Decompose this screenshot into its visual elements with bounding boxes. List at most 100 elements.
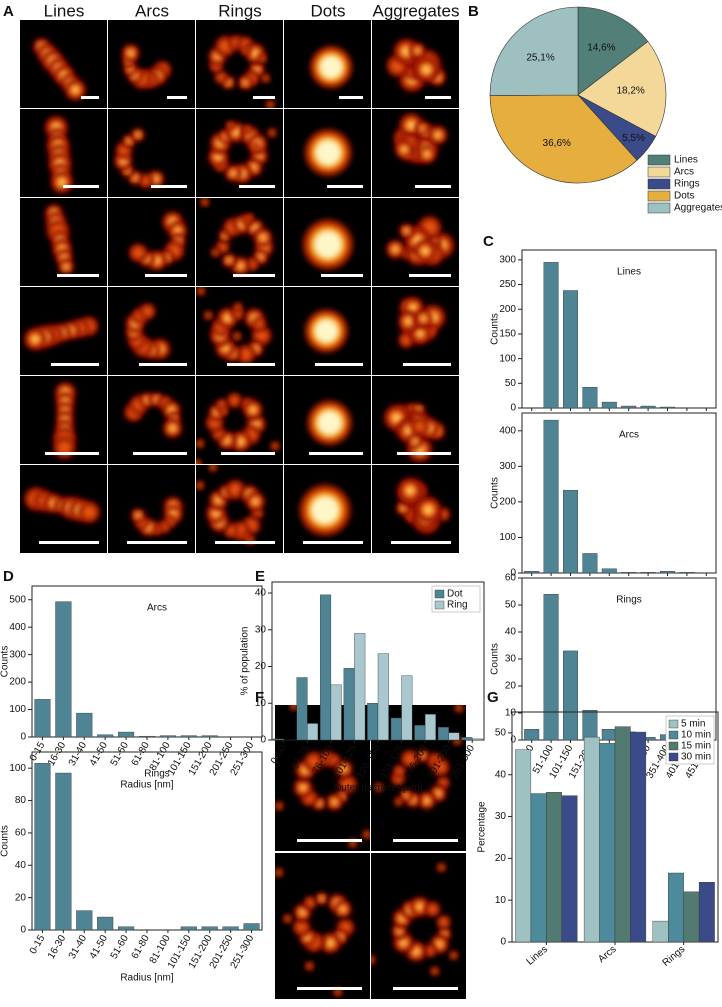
scale-bar [425,96,451,99]
scale-bar [45,452,99,455]
y-tick-label: 20 [495,853,507,864]
bar [118,926,135,931]
signal [63,263,69,270]
signal [201,198,208,205]
pie-slice [489,6,579,96]
y-tick-label: 250 [499,279,516,290]
bar [118,731,135,738]
tile-background [196,20,283,108]
scale-bar [393,987,458,990]
y-tick-label: 0 [20,925,26,936]
bar [448,732,460,741]
y-tick-label: 0 [510,735,516,746]
signal [410,797,416,803]
y-tick-label: 100 [9,763,26,774]
panel-label: B [468,3,479,20]
signal [416,903,424,911]
column-header: Aggregates [373,1,460,20]
signal [56,440,72,456]
signal [210,465,217,471]
y-tick-label: 300 [499,461,516,472]
y-tick-label: 40 [15,860,27,871]
signal [416,329,424,338]
signal [305,898,315,908]
signal [196,460,201,464]
signal [220,408,227,415]
signal [140,175,151,186]
x-tick-label: Arcs [596,944,618,965]
scale-bar [297,987,362,990]
bar [524,729,540,741]
image-tile [20,287,107,375]
signal [375,784,382,791]
image-tile [196,287,283,375]
slice-label: 14,6% [587,42,615,53]
signal [400,505,406,511]
slice-label: 36,6% [543,138,571,149]
scale-bar [63,185,99,188]
signal [301,766,309,774]
scale-bar [415,185,451,188]
signal [250,164,257,171]
signal [421,246,430,256]
signal [420,753,426,759]
scale-bar [151,185,187,188]
signal [152,175,159,183]
signal [341,777,354,791]
scale-bar [57,274,99,277]
scale-bar [215,541,275,544]
signal [401,46,411,56]
signal [396,928,403,934]
signal [233,333,240,340]
y-tick-label: 10 [255,698,267,709]
pie-slice [577,6,649,96]
scale-bar [253,96,275,99]
y-tick-label: 60 [15,828,27,839]
signal [400,146,408,153]
image-tile [284,376,371,464]
signal [340,765,348,773]
signal [319,55,344,80]
legend-label: 5 min [681,719,705,730]
signal [438,864,445,871]
scale-bar [327,185,363,188]
bar [55,772,72,931]
signal [71,85,80,94]
signal [405,486,415,496]
bar [621,405,637,409]
y-tick-label: 0 [260,735,266,746]
signal [256,152,263,160]
scale-bar [39,541,99,544]
x-tick-label: 0-15 [28,933,48,956]
tile-background [275,853,370,999]
legend-swatch [668,741,679,751]
image-tile [108,287,195,375]
image-tile [372,287,459,375]
signal [408,303,418,313]
legend-label: Dots [674,191,695,202]
bar [652,920,669,943]
slice-label: 5,5% [622,133,645,144]
y-axis-label: % of population [240,627,251,696]
signal [251,49,259,58]
y-axis-label: Counts [490,477,501,509]
signal [127,66,133,72]
y-tick-label: 0 [20,732,26,743]
bar [55,601,72,738]
bar [34,699,51,738]
bar [138,735,156,738]
y-axis-label: Counts [490,313,501,345]
signal [223,314,232,322]
y-tick-label: 10 [495,895,507,906]
signal [196,482,203,489]
signal [243,217,250,224]
pie-slice [489,94,638,184]
signal [316,800,322,806]
bar [583,736,600,943]
bar [660,406,675,409]
chart-title: Lines [617,267,641,278]
signal [435,790,442,797]
signal [216,72,226,82]
signal [254,319,264,329]
legend-label: Aggregates [674,203,722,214]
